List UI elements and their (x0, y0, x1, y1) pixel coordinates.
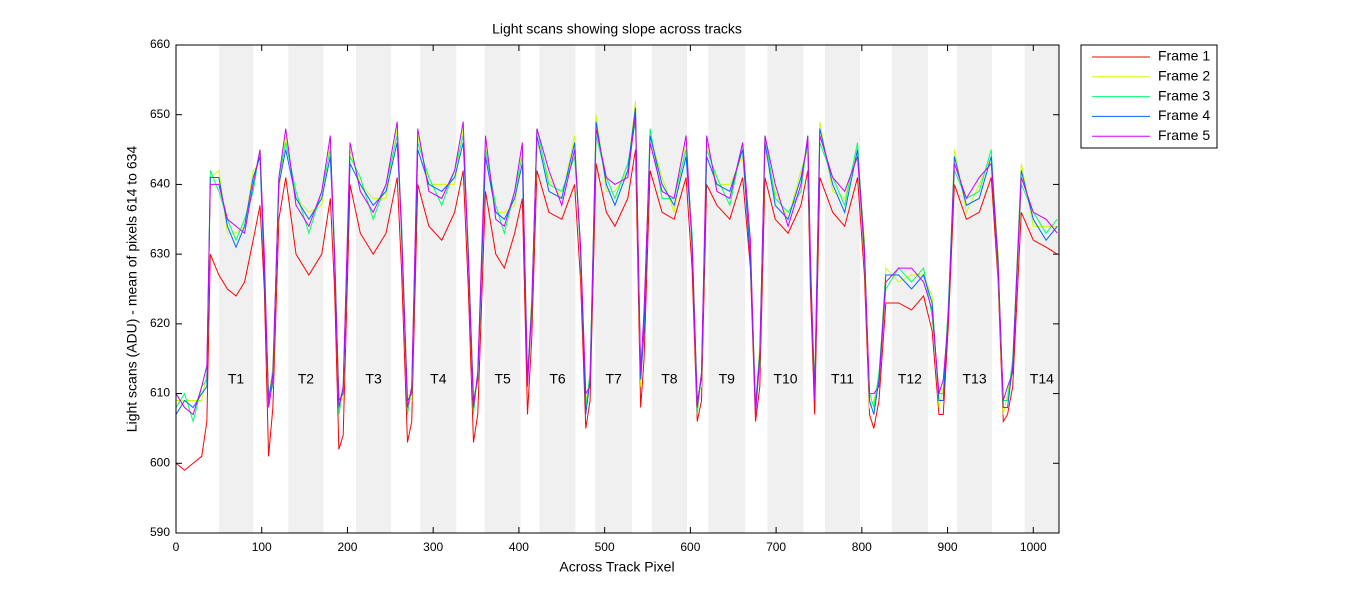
legend-label: Frame 2 (1158, 68, 1210, 84)
y-tick-label: 660 (150, 37, 170, 51)
x-tick-label: 900 (938, 540, 958, 554)
y-tick-label: 620 (150, 316, 170, 330)
axes-box (175, 44, 1060, 534)
track-band (1024, 45, 1059, 533)
track-label: T2 (298, 370, 315, 386)
x-tick-label: 300 (423, 540, 443, 554)
series-line (175, 114, 1058, 416)
track-band (218, 45, 254, 533)
x-tick-label: 400 (509, 540, 529, 554)
track-label: T10 (773, 370, 797, 386)
track-band (956, 45, 993, 533)
legend: Frame 1 Frame 2 Frame 3 Frame 4 Frame 5 (1080, 44, 1218, 149)
x-tick-label: 100 (252, 540, 272, 554)
track-label: T13 (962, 370, 986, 386)
track-band (420, 45, 457, 533)
x-tick-label: 600 (680, 540, 700, 554)
track-band (356, 45, 392, 533)
track-label: T14 (1030, 370, 1054, 386)
track-label: T9 (719, 370, 736, 386)
y-axis-label: Light scans (ADU) - mean of pixels 614 t… (124, 146, 140, 433)
track-band (891, 45, 928, 533)
legend-label: Frame 1 (1158, 48, 1210, 64)
chart-title: Light scans showing slope across tracks (492, 21, 742, 37)
track-label: T1 (228, 370, 245, 386)
y-tick-label: 650 (150, 107, 170, 121)
track-band (288, 45, 324, 533)
x-tick-label: 800 (852, 540, 872, 554)
track-label: T8 (661, 370, 678, 386)
x-tick-label: 1000 (1020, 540, 1047, 554)
y-tick-label: 590 (150, 525, 170, 539)
legend-label: Frame 4 (1158, 107, 1210, 123)
track-label: T5 (494, 370, 511, 386)
x-tick-label: 200 (337, 540, 357, 554)
x-tick-label: 700 (766, 540, 786, 554)
track-bands (218, 45, 1059, 533)
track-label: T3 (365, 370, 382, 386)
track-label: T12 (898, 370, 922, 386)
track-band (595, 45, 633, 533)
track-band (651, 45, 687, 533)
y-tick-label: 600 (150, 455, 170, 469)
track-label: T11 (831, 370, 854, 386)
series-line (175, 121, 1058, 424)
x-axis-label: Across Track Pixel (559, 559, 674, 575)
legend-label: Frame 5 (1158, 127, 1210, 143)
track-label: T4 (430, 370, 447, 386)
series-line (175, 149, 1058, 471)
legend-label: Frame 3 (1158, 87, 1210, 103)
x-tick-label: 500 (595, 540, 615, 554)
track-band (767, 45, 804, 533)
track-band (824, 45, 861, 533)
x-tick-label: 0 (173, 540, 180, 554)
track-label: T6 (549, 370, 566, 386)
track-label: T7 (605, 370, 622, 386)
track-band (708, 45, 746, 533)
y-tick-label: 610 (150, 386, 170, 400)
y-tick-label: 630 (150, 246, 170, 260)
track-band (539, 45, 576, 533)
y-tick-label: 640 (150, 177, 170, 191)
track-band (484, 45, 521, 533)
